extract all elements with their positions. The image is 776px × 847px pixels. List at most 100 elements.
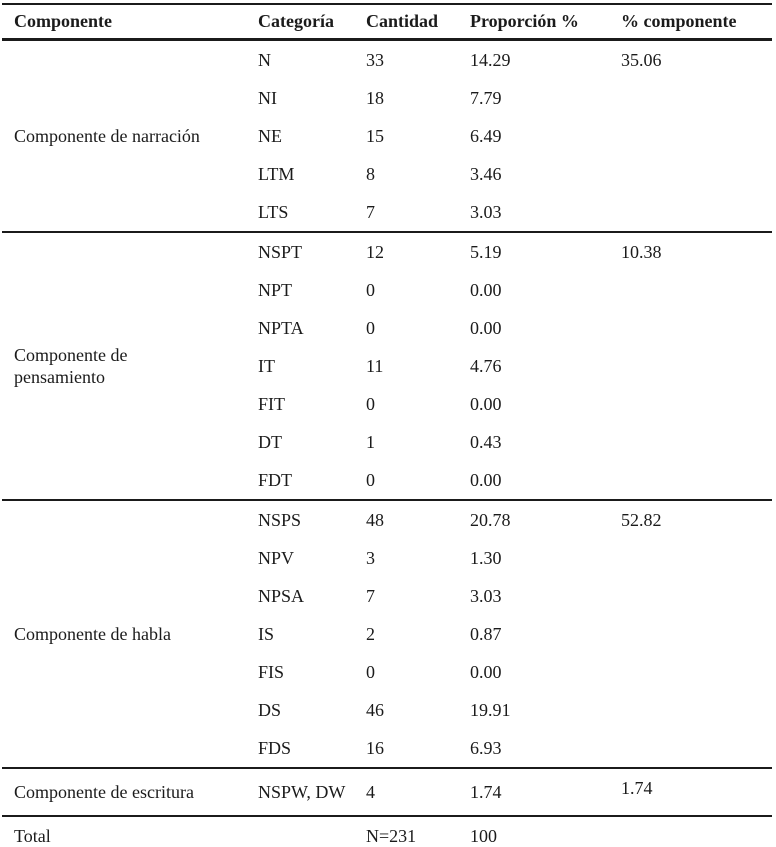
table-row: IS 2 0.87 xyxy=(2,615,772,653)
category-cell: NSPS xyxy=(258,510,302,530)
count-cell: 11 xyxy=(366,356,384,376)
table-header: Componente Categoría Cantidad Proporción… xyxy=(2,4,772,40)
table-row: NPV 3 1.30 xyxy=(2,539,772,577)
count-cell: 0 xyxy=(366,280,375,300)
count-cell: 48 xyxy=(366,510,384,530)
proportion-cell: 4.76 xyxy=(470,356,502,376)
table-row: Componente de habla NSPS 48 20.78 52.82 xyxy=(2,500,772,644)
table-row: DS 46 19.91 xyxy=(2,691,772,729)
total-section: Total N=231 100 xyxy=(2,816,772,847)
count-cell: 33 xyxy=(366,50,384,70)
component-section: Componente de narración N 33 14.29 35.06 NI 18… xyxy=(2,39,772,233)
proportion-cell: 3.46 xyxy=(470,164,502,184)
table-row: FIS 0 0.00 xyxy=(2,653,772,691)
header-categoria: Categoría xyxy=(258,11,334,31)
count-cell: 7 xyxy=(366,202,375,222)
component-cell: Componente de habla xyxy=(14,624,171,644)
proportion-cell: 0.00 xyxy=(470,318,502,338)
table-row: NPT 0 0.00 xyxy=(2,271,772,309)
count-cell: 15 xyxy=(366,126,384,146)
table-row: DT 1 0.43 xyxy=(2,423,772,461)
category-cell: NPTA xyxy=(258,318,304,338)
category-cell: FIT xyxy=(258,394,285,414)
component-pct-cell: 10.38 xyxy=(621,242,662,262)
table-row: NPSA 7 3.03 xyxy=(2,577,772,615)
count-cell: 18 xyxy=(366,88,384,108)
category-cell: LTS xyxy=(258,202,289,222)
count-cell: 7 xyxy=(366,586,375,606)
component-cell: Componente de escritura xyxy=(14,782,194,802)
proportion-cell: 3.03 xyxy=(470,202,502,222)
header-row: Componente Categoría Cantidad Proporción… xyxy=(2,4,772,40)
empty-cell xyxy=(258,816,366,847)
table-row: Componente de escritura NSPW, DW 4 1.74 1.74 xyxy=(2,768,772,816)
header-proporcion: Proporción % xyxy=(470,11,579,31)
count-cell: 46 xyxy=(366,700,384,720)
category-cell: NI xyxy=(258,88,277,108)
total-row: Total N=231 100 xyxy=(2,816,772,847)
total-proportion-cell: 100 xyxy=(470,825,497,846)
proportion-cell: 0.00 xyxy=(470,470,502,490)
component-section: Componente de pensamiento NSPT 12 5.19 10.38 N… xyxy=(2,232,772,500)
count-cell: 4 xyxy=(366,782,375,802)
count-cell: 0 xyxy=(366,662,375,682)
component-pct-cell: 35.06 xyxy=(621,50,662,70)
header-componente: Componente xyxy=(14,11,112,31)
component-cell: Componente de narración xyxy=(14,126,200,146)
proportion-cell: 0.87 xyxy=(470,624,502,644)
component-pct-cell: 1.74 xyxy=(621,778,653,798)
table-row: IT 11 4.76 xyxy=(2,347,772,385)
category-cell: FIS xyxy=(258,662,285,682)
proportion-cell: 19.91 xyxy=(470,700,511,720)
category-cell: NSPW, DW xyxy=(258,782,346,802)
category-cell: LTM xyxy=(258,164,295,184)
proportion-cell: 0.00 xyxy=(470,394,502,414)
proportion-cell: 20.78 xyxy=(470,510,511,530)
component-section: Componente de escritura NSPW, DW 4 1.74 1.74 xyxy=(2,768,772,816)
proportion-cell: 1.30 xyxy=(470,548,502,568)
table-row: FDS 16 6.93 xyxy=(2,729,772,768)
proportion-cell: 6.93 xyxy=(470,738,502,758)
table-row: NPTA 0 0.00 xyxy=(2,309,772,347)
category-cell: IT xyxy=(258,356,275,376)
proportion-cell: 0.00 xyxy=(470,662,502,682)
count-cell: 1 xyxy=(366,432,375,452)
component-cell: Componente de pensamiento xyxy=(14,345,128,387)
category-cell: DS xyxy=(258,700,282,720)
category-cell: NSPT xyxy=(258,242,303,262)
table-row: FDT 0 0.00 xyxy=(2,461,772,500)
total-count-cell: N=231 xyxy=(366,825,417,846)
empty-cell xyxy=(621,816,772,847)
category-cell: NE xyxy=(258,126,282,146)
count-cell: 0 xyxy=(366,318,375,338)
count-cell: 3 xyxy=(366,548,375,568)
proportion-cell: 1.74 xyxy=(470,782,502,802)
count-cell: 16 xyxy=(366,738,384,758)
category-cell: N xyxy=(258,50,271,70)
category-cell: NPV xyxy=(258,548,295,568)
category-cell: DT xyxy=(258,432,282,452)
count-cell: 0 xyxy=(366,394,375,414)
total-label-cell: Total xyxy=(14,825,51,846)
header-pct-componente: % componente xyxy=(621,11,737,31)
table-row: LTM 8 3.46 xyxy=(2,155,772,193)
proportion-cell: 6.49 xyxy=(470,126,502,146)
component-section: Componente de habla NSPS 48 20.78 52.82 NPV 3 1… xyxy=(2,500,772,768)
category-cell: NPSA xyxy=(258,586,305,606)
table-row: NE 15 6.49 xyxy=(2,117,772,155)
count-cell: 2 xyxy=(366,624,375,644)
component-pct-cell: 52.82 xyxy=(621,510,662,530)
count-cell: 8 xyxy=(366,164,375,184)
components-table: Componente Categoría Cantidad Proporción… xyxy=(2,3,772,847)
category-cell: IS xyxy=(258,624,275,644)
category-cell: FDT xyxy=(258,470,293,490)
header-cantidad: Cantidad xyxy=(366,11,439,31)
table-row: Componente de narración N 33 14.29 35.06 xyxy=(2,40,772,146)
proportion-cell: 14.29 xyxy=(470,50,511,70)
count-cell: 12 xyxy=(366,242,384,262)
count-cell: 0 xyxy=(366,470,375,490)
proportion-cell: 0.43 xyxy=(470,432,502,452)
category-cell: NPT xyxy=(258,280,293,300)
table-row: NI 18 7.79 xyxy=(2,79,772,117)
